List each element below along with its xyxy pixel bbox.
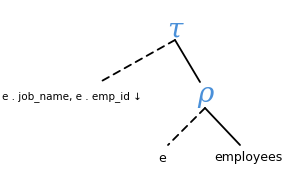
Text: ρ: ρ: [197, 82, 213, 108]
Text: employees: employees: [214, 152, 282, 164]
Text: τ: τ: [167, 17, 183, 43]
Text: e . job_name, e . emp_id ↓: e . job_name, e . emp_id ↓: [2, 92, 142, 102]
Text: e: e: [158, 152, 166, 164]
